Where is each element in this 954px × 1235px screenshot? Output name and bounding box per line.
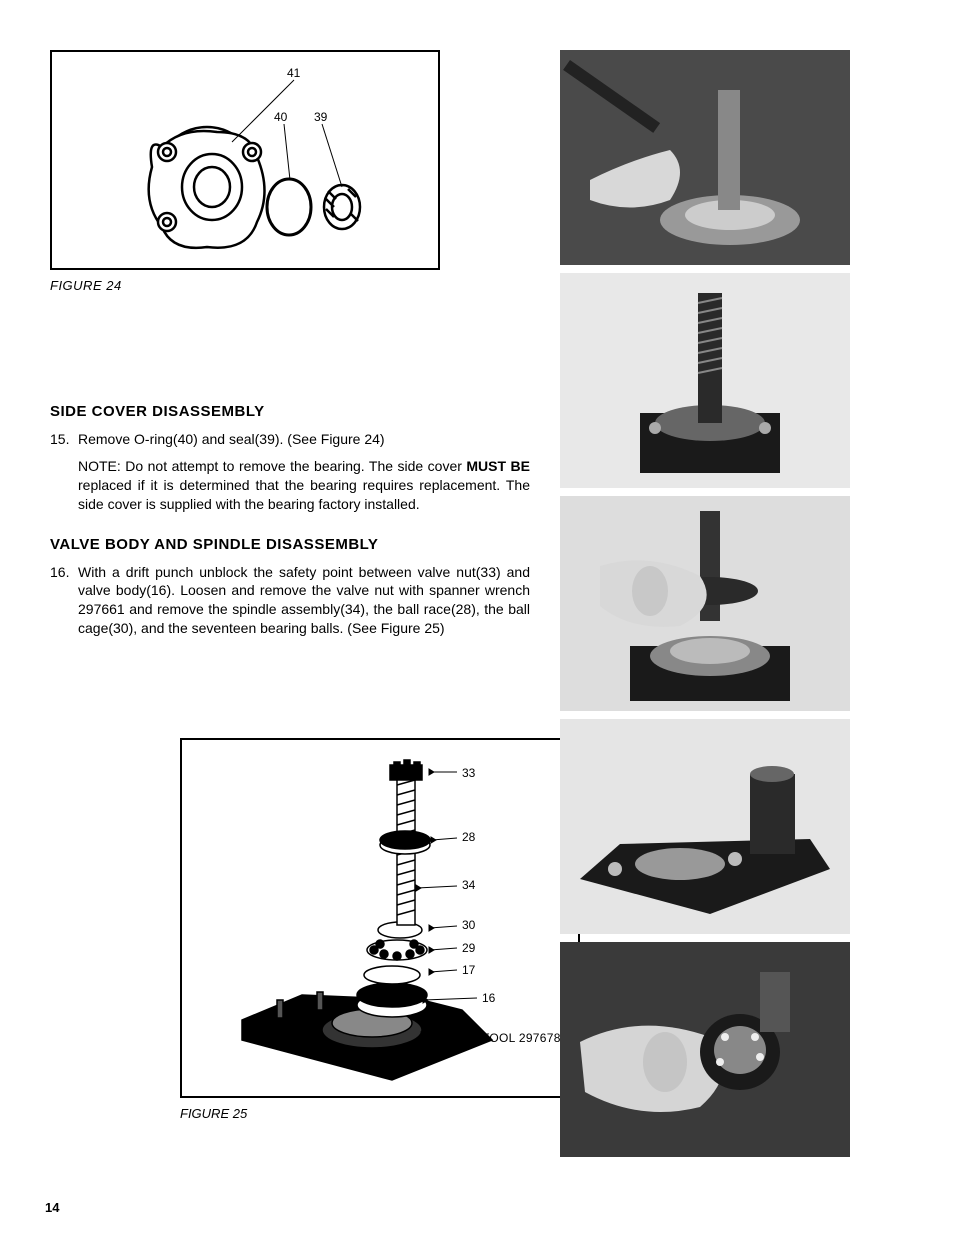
step-16-text: With a drift punch unblock the safety po… xyxy=(78,563,530,639)
photo-3 xyxy=(560,496,850,711)
figure-24-diagram: 41 40 39 xyxy=(50,50,440,270)
photo-5 xyxy=(560,942,850,1157)
photo-1 xyxy=(560,50,850,265)
figure-24-caption: FIGURE 24 xyxy=(50,278,530,293)
callout-tool: TOOL 297678 xyxy=(482,1031,561,1045)
step-16: 16. With a drift punch unblock the safet… xyxy=(50,563,530,639)
photo-column xyxy=(560,50,850,1157)
note-prefix: NOTE: Do not attempt to remove the beari… xyxy=(78,458,466,474)
callout-34: 34 xyxy=(462,878,475,892)
photo-4 xyxy=(560,719,850,934)
callout-40: 40 xyxy=(274,110,287,124)
page-number: 14 xyxy=(45,1200,59,1215)
callout-33: 33 xyxy=(462,766,475,780)
callout-41: 41 xyxy=(287,66,300,80)
callout-29: 29 xyxy=(462,941,475,955)
figure-25-caption: FIGURE 25 xyxy=(180,1106,530,1121)
step-15: 15. Remove O-ring(40) and seal(39). (See… xyxy=(50,430,530,449)
step-16-number: 16. xyxy=(50,563,78,639)
note-suffix: replaced if it is determined that the be… xyxy=(78,477,530,512)
callout-16: 16 xyxy=(482,991,495,1005)
callout-17: 17 xyxy=(462,963,475,977)
heading-side-cover: SIDE COVER DISASSEMBLY xyxy=(50,403,530,420)
callout-30: 30 xyxy=(462,918,475,932)
figure-25-diagram: 33 28 34 30 29 17 16 TOOL 297678 xyxy=(180,738,580,1098)
step-15-number: 15. xyxy=(50,430,78,449)
step-15-text: Remove O-ring(40) and seal(39). (See Fig… xyxy=(78,430,530,449)
photo-2 xyxy=(560,273,850,488)
step-15-note: NOTE: Do not attempt to remove the beari… xyxy=(78,457,530,514)
note-bold: MUST BE xyxy=(466,458,530,474)
heading-valve-body: VALVE BODY AND SPINDLE DISASSEMBLY xyxy=(50,536,530,553)
callout-39: 39 xyxy=(314,110,327,124)
callout-28: 28 xyxy=(462,830,475,844)
